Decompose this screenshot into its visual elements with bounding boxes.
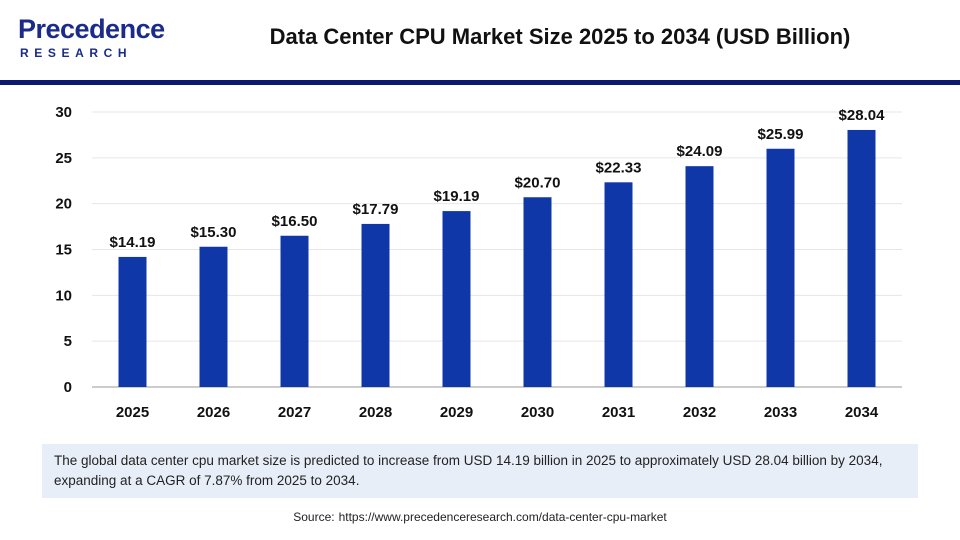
bar [199,246,228,387]
x-tick-label: 2033 [764,404,797,421]
y-tick-label: 10 [55,287,72,304]
y-tick-label: 30 [55,104,72,121]
source-link[interactable]: https://www.precedenceresearch.com/data-… [338,510,667,524]
brand-logo[interactable]: Precedence RESEARCH [18,14,168,66]
description-box: The global data center cpu market size i… [42,444,918,498]
y-tick-label: 0 [64,379,72,396]
x-tick-label: 2029 [440,404,473,421]
bar [361,223,390,387]
brand-subtitle: RESEARCH [20,46,133,60]
bar-chart: 051015202530$14.192025$15.302026$16.5020… [55,104,902,421]
data-label: $25.99 [758,126,804,143]
y-tick-label: 15 [55,242,72,259]
y-tick-label: 5 [64,333,72,350]
x-tick-label: 2030 [521,404,554,421]
bar [442,211,471,387]
bar [847,129,876,387]
source-line: Source: https://www.precedenceresearch.co… [0,510,960,524]
header: Precedence RESEARCH Data Center CPU Mark… [0,0,960,80]
data-label: $15.30 [191,224,237,241]
data-label: $20.70 [515,174,561,191]
data-label: $24.09 [677,143,723,160]
chart-title: Data Center CPU Market Size 2025 to 2034… [269,24,851,49]
data-label: $14.19 [110,234,156,251]
x-tick-label: 2027 [278,404,311,421]
x-tick-label: 2034 [845,404,879,421]
bar [523,197,552,387]
data-label: $17.79 [353,201,399,218]
bar [604,182,633,387]
source-label: Source: [293,510,335,524]
data-label: $22.33 [596,159,642,176]
y-tick-label: 20 [55,196,72,213]
x-tick-label: 2032 [683,404,716,421]
x-tick-label: 2028 [359,404,392,421]
header-divider [0,80,960,85]
bar [118,256,147,387]
bar [766,148,795,387]
brand-name: Precedence [18,14,165,44]
y-tick-label: 25 [55,150,72,167]
x-tick-label: 2026 [197,404,230,421]
data-label: $19.19 [434,188,480,205]
description-text: The global data center cpu market size i… [54,453,883,488]
x-tick-label: 2025 [116,404,149,421]
bar [685,166,714,387]
bar [280,235,309,387]
data-label: $16.50 [272,213,318,230]
data-label: $28.04 [839,107,886,124]
x-tick-label: 2031 [602,404,635,421]
